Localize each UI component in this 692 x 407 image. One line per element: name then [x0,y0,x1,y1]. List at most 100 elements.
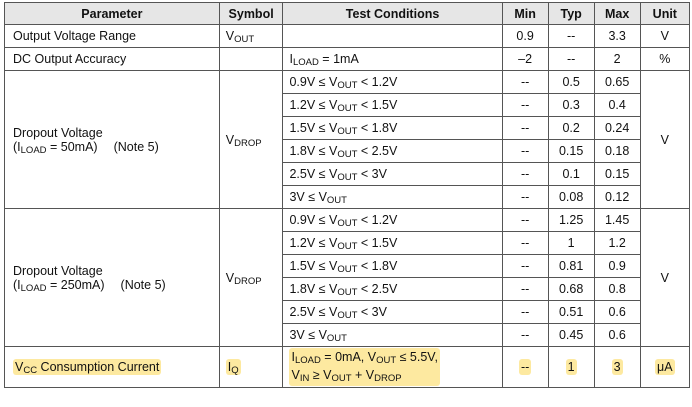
text: V [225,29,235,43]
min-cell: -- [501,70,549,94]
max-cell: 1.2 [593,231,641,255]
column-header: Min [501,2,549,25]
typ-cell: 0.15 [547,139,595,163]
max-cell: 0.4 [593,93,641,117]
subscript: OUT [337,287,358,298]
min-cell: -- [501,162,549,186]
unit-cell: μA [639,346,691,388]
typ-cell: -- [547,24,595,48]
text: = 0mA, V [320,350,377,364]
symbol-cell: VOUT [218,24,284,48]
condition-cell: ILOAD = 1mA [282,47,503,71]
condition-cell: 2.5V ≤ VOUT < 3V [282,162,503,186]
symbol-cell: VDROP [218,70,284,209]
table-row: 1.5V ≤ VOUT < 1.8V -- 0.2 0.24 [5,116,690,140]
subscript: OUT [337,149,358,160]
electrical-characteristics-table: Parameter Symbol Test Conditions Min Typ Max U… [4,2,691,388]
condition-cell: 1.2V ≤ VOUT < 1.5V [282,93,503,117]
text: 1.8V ≤ V [289,144,338,158]
min-cell: -- [501,254,549,278]
typ-cell: 0.1 [547,162,595,186]
text: < 1.2V [357,75,398,89]
unit-cell: V [639,70,691,209]
subscript: OUT [337,241,358,252]
text: 3V ≤ V [289,328,327,342]
parameter-condition: (ILOAD = 250mA) (Note 5) [13,278,213,294]
table-row: Output Voltage Range VOUT 0.9 -- 3.3 V [4,24,691,48]
max-cell: 3 [593,346,641,388]
text: V [291,368,300,382]
subscript: CC [23,365,38,376]
min-cell: -- [501,208,549,232]
table-row: Dropout Voltage (ILOAD = 50mA) (Note 5) VDR… [4,70,691,209]
text: (I [13,139,21,154]
subscript: LOAD [294,355,321,366]
parameter-cell: Dropout Voltage (ILOAD = 50mA) (Note 5) [4,70,220,209]
subscript: LOAD [20,144,47,156]
table-row: 3V ≤ VOUT -- 0.45 0.6 [5,323,690,347]
typ-cell: 0.3 [547,93,595,117]
typ-cell: 1 [547,231,595,255]
unit-cell: % [639,47,691,71]
condition-cell: 0.9V ≤ VOUT < 1.2V [282,70,503,94]
typ-cell: 1.25 [547,208,595,232]
subscript: OUT [337,126,358,137]
text: < 1.5V [357,98,398,112]
text: < 2.5V [357,144,398,158]
condition-line: VIN ≥ VOUT + VDROP [291,367,438,385]
max-cell: 0.15 [593,162,641,186]
subscript: IN [299,373,310,384]
subscript: OUT [337,103,358,114]
subscript: OUT [337,218,358,229]
max-cell: 2 [593,47,641,71]
table-row: DC Output Accuracy ILOAD = 1mA –2 -- 2% [4,47,691,71]
subscript: OUT [326,333,347,344]
table-row: 1.2V ≤ VOUT < 1.5V -- 1 1.2 [5,231,690,255]
parameter-name: Dropout Voltage [13,125,103,140]
symbol-cell [218,47,284,71]
typ-cell: 1 [547,346,595,388]
max-cell: 0.6 [593,323,641,347]
typ-cell: 0.2 [547,116,595,140]
text: 1.8V ≤ V [289,282,338,296]
highlight: VCC Consumption Current [13,359,162,376]
text: 1.5V ≤ V [289,259,338,273]
typ-cell: 0.68 [547,277,595,301]
text: I [289,52,293,66]
max-cell: 0.65 [593,70,641,94]
max-cell: 0.6 [593,300,641,324]
text: V [225,270,235,285]
table-row: 3V ≤ VOUT -- 0.08 0.12 [5,185,690,209]
condition-cell [282,24,503,48]
max-cell: 0.18 [593,139,641,163]
min-cell: -- [501,323,549,347]
table-row: 2.5V ≤ VOUT < 3V -- 0.1 0.15 [5,162,690,186]
min-cell: -- [501,139,549,163]
text: 0.9V ≤ V [289,213,338,227]
min-cell: -- [501,346,549,388]
condition-cell: 1.5V ≤ VOUT < 1.8V [282,116,503,140]
subscript: Q [231,365,239,376]
min-cell: -- [501,185,549,209]
text: + V [351,368,375,382]
max-cell: 0.9 [593,254,641,278]
parameter-cell: DC Output Accuracy [4,47,220,71]
condition-cell: 2.5V ≤ VOUT < 3V [282,300,503,324]
max-cell: 0.8 [593,277,641,301]
highlight: ILOAD = 0mA, VOUT ≤ 5.5V, VIN ≥ VOUT + VD… [289,348,440,386]
column-header: Test Conditions [282,2,503,25]
text: 1.2V ≤ V [289,98,338,112]
condition-cell: 3V ≤ VOUT [282,185,503,209]
typ-cell: 0.5 [547,70,595,94]
min-cell: -- [501,116,549,140]
text: I [291,350,295,364]
text: = 50mA) [46,139,98,154]
typ-cell: 0.45 [547,323,595,347]
condition-cell: 1.8V ≤ VOUT < 2.5V [282,139,503,163]
parameter-name: Dropout Voltage [13,263,103,278]
highlight: μA [655,359,675,375]
column-header: Unit [639,2,691,25]
subscript: OUT [337,172,358,183]
max-cell: 0.24 [593,116,641,140]
condition-cell: 3V ≤ VOUT [282,323,503,347]
